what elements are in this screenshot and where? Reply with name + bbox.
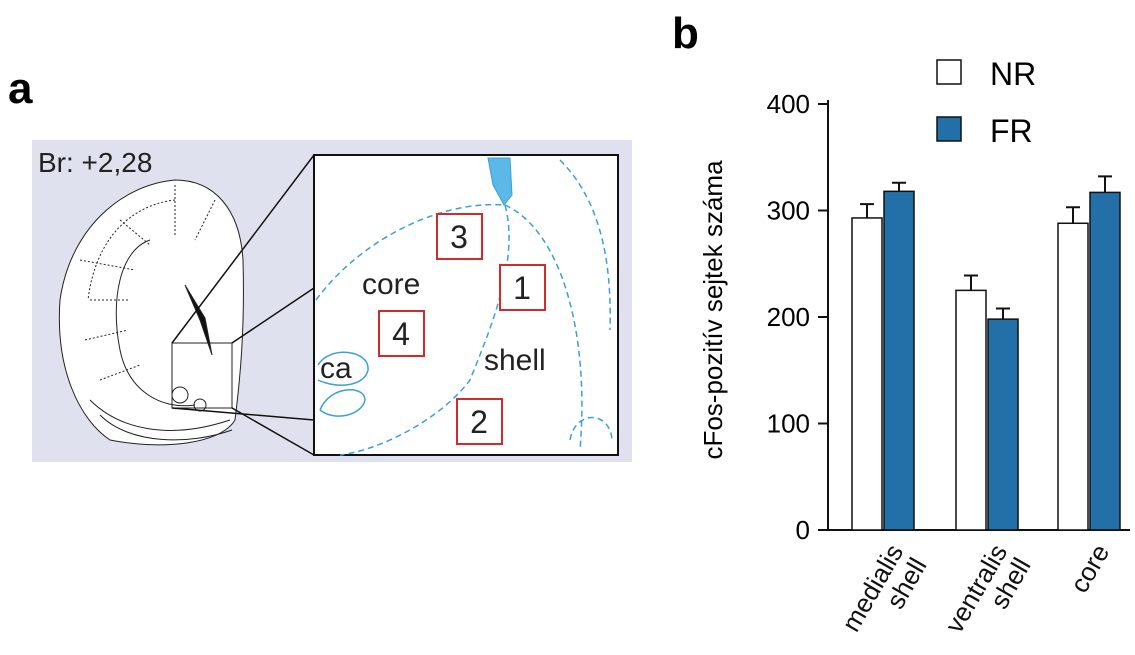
- y-tick-label: 300: [767, 196, 810, 226]
- bar: [1057, 222, 1089, 531]
- region-label: ca: [320, 352, 352, 385]
- region-label: core: [362, 268, 420, 301]
- bar: [883, 190, 915, 531]
- panel-label: b: [672, 9, 699, 58]
- y-tick-label: 200: [767, 302, 810, 332]
- error-bar: [860, 203, 874, 218]
- bar: [851, 217, 883, 531]
- box-label: 1: [513, 270, 531, 306]
- error-bar: [1066, 206, 1080, 224]
- y-tick-label: 100: [767, 409, 810, 439]
- error-bar: [892, 181, 906, 192]
- error-bar: [996, 307, 1010, 320]
- panel-label: a: [8, 64, 33, 113]
- region-label: shell: [484, 344, 546, 377]
- zoom-lines: [171, 154, 315, 456]
- y-tick-label: 0: [796, 515, 810, 545]
- legend-swatch: [936, 59, 962, 85]
- bregma-label: Br: +2,28: [38, 147, 152, 178]
- box-label: 4: [392, 316, 410, 352]
- box-label: 2: [470, 404, 488, 440]
- legend-label: FR: [990, 113, 1033, 149]
- error-bar: [1098, 175, 1112, 193]
- y-axis-label: cFos-pozitív sejtek száma: [698, 160, 728, 460]
- bar: [987, 318, 1019, 531]
- ca-outline: [317, 351, 369, 417]
- box-label: 3: [450, 219, 468, 255]
- legend-swatch: [936, 116, 962, 142]
- y-tick-label: 400: [767, 89, 810, 119]
- legend-label: NR: [990, 56, 1036, 92]
- brain-section: [58, 179, 244, 446]
- ventricle: [487, 157, 513, 206]
- bar: [955, 289, 987, 531]
- error-bar: [964, 274, 978, 291]
- bar: [1089, 191, 1121, 531]
- region-outlines: [315, 159, 613, 456]
- sample-boxes: [378, 213, 546, 445]
